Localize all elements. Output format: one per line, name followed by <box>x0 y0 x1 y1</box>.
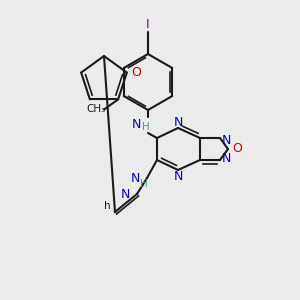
Text: N: N <box>221 152 231 164</box>
Text: N: N <box>130 172 140 184</box>
Text: H: H <box>142 122 150 132</box>
Text: N: N <box>131 118 141 131</box>
Text: N: N <box>120 188 130 200</box>
Text: I: I <box>146 17 150 31</box>
Text: N: N <box>173 169 183 182</box>
Text: O: O <box>232 142 242 155</box>
Text: N: N <box>173 116 183 128</box>
Text: O: O <box>131 66 141 79</box>
Text: H: H <box>140 179 148 189</box>
Text: h: h <box>104 201 110 211</box>
Text: N: N <box>221 134 231 146</box>
Text: CH₃: CH₃ <box>86 104 106 114</box>
